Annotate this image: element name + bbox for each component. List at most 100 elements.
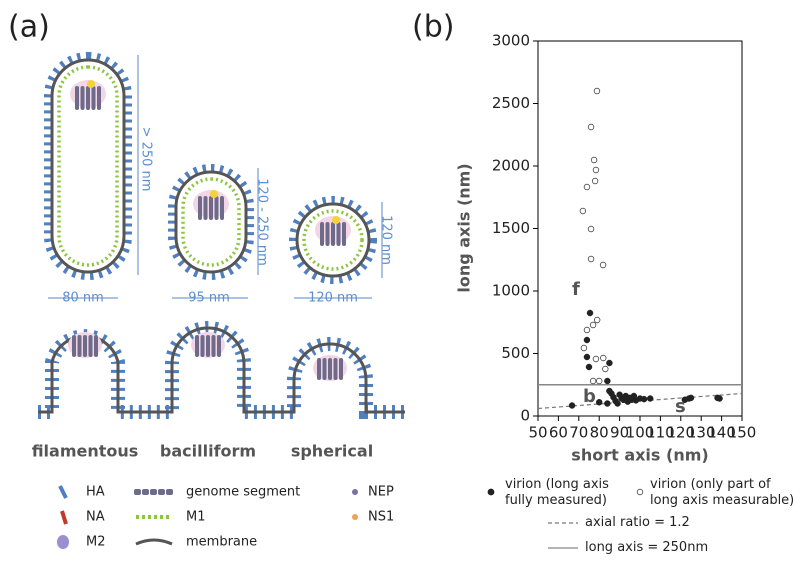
point xyxy=(580,344,588,352)
point xyxy=(589,321,597,329)
genome-tip xyxy=(332,216,340,224)
plot-frame xyxy=(537,40,743,417)
point xyxy=(599,261,607,269)
y-tick-label: 0 xyxy=(520,407,530,425)
genome-segment xyxy=(94,335,98,357)
x-tick-label: 80 xyxy=(590,424,609,442)
genome-segment xyxy=(339,358,343,380)
point xyxy=(589,377,597,385)
genome-segment xyxy=(88,335,93,357)
x-tick-label: 140 xyxy=(707,424,736,442)
genome-segment xyxy=(198,196,202,220)
point xyxy=(579,207,587,215)
legend-label: M1 xyxy=(186,510,206,525)
legend-icon xyxy=(150,489,157,495)
genome-segment xyxy=(211,335,216,357)
x-tick-label: 120 xyxy=(666,424,695,442)
legend-icon xyxy=(57,535,69,549)
width-label: 120 nm xyxy=(308,291,358,306)
legend-icon xyxy=(158,489,165,495)
legend-label: M2 xyxy=(86,535,106,550)
point xyxy=(687,394,695,402)
point xyxy=(586,309,594,317)
genome-segment xyxy=(206,335,210,357)
genome-tip xyxy=(87,80,95,88)
x-tick-label: 100 xyxy=(626,424,655,442)
genome-segment xyxy=(336,222,341,246)
point xyxy=(587,123,595,131)
y-tick-label: 2500 xyxy=(492,94,530,112)
legend-label: long axis = 250nm xyxy=(585,540,709,555)
genome-segment xyxy=(217,335,221,357)
y-tick-label: 3000 xyxy=(492,32,530,50)
point xyxy=(646,395,654,402)
y-tick-label: 1000 xyxy=(492,282,530,300)
point xyxy=(583,326,591,334)
point xyxy=(604,377,611,385)
diagram xyxy=(38,52,405,549)
legend-icon xyxy=(352,489,358,495)
legend-icon xyxy=(60,510,68,525)
genome-segment xyxy=(91,86,96,110)
point xyxy=(606,359,613,367)
legend-label: NA xyxy=(86,510,105,525)
point xyxy=(640,395,648,403)
morphology-label: bacilliform xyxy=(160,442,256,461)
legend-label: virion (long axis fully measured) xyxy=(505,477,609,508)
point xyxy=(600,354,607,362)
membrane xyxy=(174,170,248,274)
point xyxy=(583,353,591,361)
point xyxy=(592,166,600,174)
panel-label: (a) xyxy=(8,10,50,45)
y-tick-label: 2000 xyxy=(492,157,530,175)
legend-icon xyxy=(352,514,358,520)
genome-segment xyxy=(77,335,82,357)
legend-label: membrane xyxy=(186,535,257,550)
width-label: 80 nm xyxy=(62,291,104,306)
genome-segment xyxy=(220,196,224,220)
genome-segment xyxy=(72,335,76,357)
morphology-label: filamentous xyxy=(32,442,139,461)
height-label: 120 - 250 nm xyxy=(255,178,270,266)
point xyxy=(587,255,595,263)
x-tick-label: 70 xyxy=(569,424,588,442)
annotation: f xyxy=(572,279,580,300)
genome-segment xyxy=(209,196,213,220)
membrane xyxy=(50,58,126,274)
point xyxy=(593,87,601,95)
genome-segment xyxy=(200,335,205,357)
genome-segment xyxy=(322,358,327,380)
point xyxy=(583,336,591,344)
point xyxy=(595,399,603,406)
genome-segment xyxy=(195,335,199,357)
legend-icon xyxy=(142,489,149,495)
legend-label: axial ratio = 1.2 xyxy=(585,515,690,530)
genome-segment xyxy=(333,358,338,380)
genome-segment xyxy=(86,86,90,110)
point xyxy=(585,363,593,371)
genome-segment xyxy=(317,358,321,380)
genome-segment xyxy=(97,86,101,110)
point xyxy=(716,395,723,402)
x-tick-label: 130 xyxy=(687,424,716,442)
x-tick-label: 50 xyxy=(528,424,547,442)
x-axis-label: short axis (nm) xyxy=(571,446,708,465)
x-tick-label: 60 xyxy=(549,424,568,442)
point xyxy=(604,400,611,407)
height-label: > 250 nm xyxy=(139,127,154,192)
genome-segment xyxy=(320,222,324,246)
point xyxy=(590,156,598,164)
point xyxy=(583,183,591,191)
legend-label: NS1 xyxy=(368,510,394,525)
genome-segment xyxy=(203,196,208,220)
panel-label: (b) xyxy=(412,10,454,45)
x-tick-label: 150 xyxy=(728,424,757,442)
scatter-chart: 50 60 70 80 90100110120130140150050010001500… xyxy=(487,32,757,549)
m1-layer xyxy=(181,177,241,267)
y-axis-label: long axis (nm) xyxy=(455,163,474,292)
point xyxy=(593,316,601,324)
point xyxy=(592,355,600,363)
genome-segment xyxy=(83,335,87,357)
